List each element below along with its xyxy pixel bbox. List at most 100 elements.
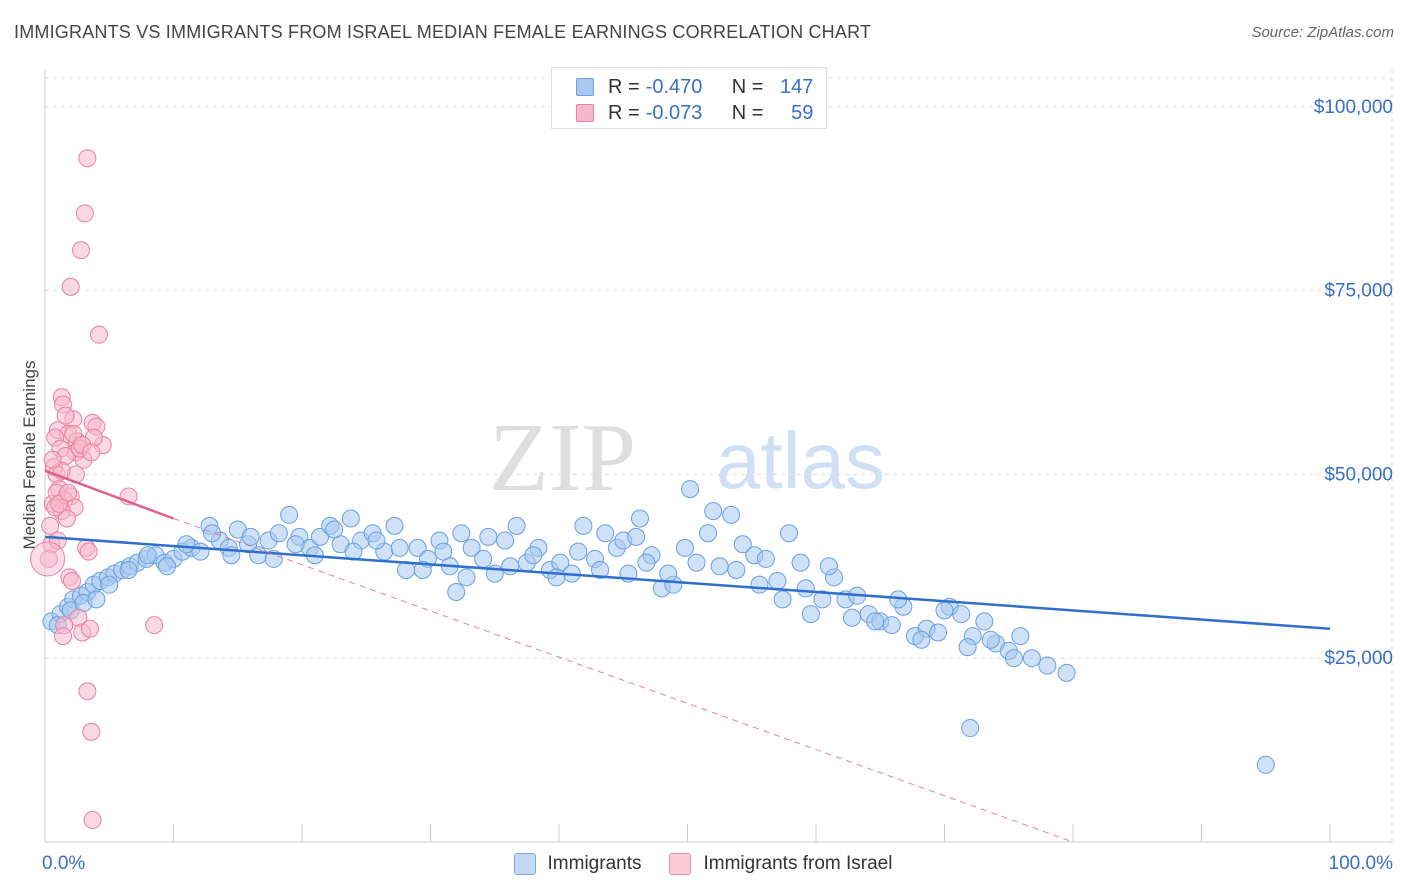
data-point-immigrants xyxy=(813,590,832,609)
data-point-immigrants xyxy=(1011,627,1030,646)
data-point-immigrants xyxy=(780,524,799,543)
legend-label-immigrants: Immigrants xyxy=(547,853,642,874)
legend-item-immigrants[interactable]: Immigrants xyxy=(513,853,642,875)
chart-title: IMMIGRANTS VS IMMIGRANTS FROM ISRAEL MED… xyxy=(14,22,872,42)
data-point-immigrants xyxy=(241,527,260,546)
data-point-immigrants xyxy=(385,516,404,535)
data-point-immigrants xyxy=(596,524,615,543)
series-legend: Immigrants Immigrants from Israel xyxy=(0,850,1406,878)
data-point-immigrants xyxy=(507,516,526,535)
data-point-immigrants xyxy=(341,509,360,528)
data-point-israel xyxy=(71,241,90,260)
data-point-immigrants xyxy=(119,560,138,579)
data-point-israel xyxy=(62,571,81,590)
data-point-immigrants xyxy=(367,531,386,550)
data-point-immigrants xyxy=(681,480,700,499)
data-point-immigrants xyxy=(158,557,177,576)
data-point-immigrants xyxy=(1022,649,1041,668)
data-point-immigrants xyxy=(773,590,792,609)
data-point-immigrants xyxy=(637,553,656,572)
data-point-israel xyxy=(75,204,94,223)
data-point-immigrants xyxy=(630,509,649,528)
data-point-israel xyxy=(89,325,108,344)
data-point-immigrants xyxy=(203,524,222,543)
data-point-israel xyxy=(56,406,75,425)
data-point-immigrants xyxy=(952,605,971,624)
data-point-immigrants xyxy=(390,538,409,557)
data-point-immigrants xyxy=(801,605,820,624)
data-point-immigrants xyxy=(627,527,646,546)
legend-swatch-immigrants xyxy=(513,853,536,875)
data-point-immigrants xyxy=(479,527,498,546)
data-point-israel xyxy=(43,450,62,469)
data-point-immigrants xyxy=(935,601,954,620)
legend-n-value: 59 xyxy=(791,101,814,124)
correlation-legend: R = -0.470 N = 147 R = -0.073 N = 59 xyxy=(551,67,827,129)
data-point-immigrants xyxy=(457,568,476,587)
legend-swatch-israel xyxy=(576,104,594,122)
data-point-immigrants xyxy=(842,608,861,627)
source-note: Source: ZipAtlas.com xyxy=(1251,24,1394,41)
legend-r-key: R = xyxy=(608,75,640,98)
trend-line-israel xyxy=(44,469,174,520)
legend-r-value: -0.470 xyxy=(645,75,703,98)
data-point-immigrants xyxy=(591,560,610,579)
data-point-immigrants xyxy=(447,583,466,602)
y-tick-label: $25,000 xyxy=(1324,648,1393,669)
legend-row-immigrants: R = -0.470 N = 147 xyxy=(576,75,813,99)
data-point-immigrants xyxy=(1004,649,1023,668)
data-point-immigrants xyxy=(704,502,723,521)
watermark: ZIP atlas xyxy=(489,404,885,512)
data-point-immigrants xyxy=(87,590,106,609)
data-point-immigrants xyxy=(177,535,196,554)
data-point-immigrants xyxy=(462,538,481,557)
data-point-israel xyxy=(82,443,101,462)
y-tick-label: $100,000 xyxy=(1314,97,1393,118)
data-point-israel xyxy=(61,277,80,296)
data-point-israel xyxy=(53,627,72,646)
watermark-zip: ZIP xyxy=(489,404,636,512)
data-point-immigrants xyxy=(727,560,746,579)
data-point-israel xyxy=(41,516,60,535)
legend-item-israel[interactable]: Immigrants from Israel xyxy=(669,853,892,875)
trend-line-israel-extension xyxy=(173,518,1074,843)
y-tick-label: $75,000 xyxy=(1324,281,1393,302)
data-point-immigrants xyxy=(866,612,885,631)
data-point-immigrants xyxy=(280,505,299,524)
data-point-immigrants xyxy=(1057,663,1076,682)
data-point-immigrants xyxy=(310,527,329,546)
data-point-immigrants xyxy=(501,557,520,576)
data-point-immigrants xyxy=(687,553,706,572)
data-point-immigrants xyxy=(768,571,787,590)
data-point-immigrants xyxy=(452,524,471,543)
data-point-immigrants xyxy=(961,719,980,738)
legend-n-key: N = xyxy=(731,101,764,124)
data-point-israel xyxy=(82,722,101,741)
data-point-immigrants xyxy=(269,524,288,543)
watermark-atlas: atlas xyxy=(716,416,885,505)
x-tick-label: 0.0% xyxy=(42,853,85,874)
data-point-israel xyxy=(57,509,76,528)
legend-row-israel: R = -0.073 N = 59 xyxy=(576,101,813,125)
data-point-immigrants xyxy=(819,557,838,576)
data-point-immigrants xyxy=(756,549,775,568)
data-point-immigrants xyxy=(1038,656,1057,675)
trend-line-immigrants xyxy=(44,535,1331,631)
data-point-israel xyxy=(59,483,78,502)
data-point-immigrants xyxy=(958,638,977,657)
legend-r-key: R = xyxy=(608,101,640,124)
data-point-immigrants xyxy=(791,553,810,572)
legend-label-israel: Immigrants from Israel xyxy=(703,853,893,874)
data-point-immigrants xyxy=(474,549,493,568)
data-point-immigrants xyxy=(496,531,515,550)
data-point-immigrants xyxy=(750,575,769,594)
tick-labels: $25,000 $50,000 $75,000 $100,000 0.0% 100.0% xyxy=(42,97,1393,874)
legend-n-key: N = xyxy=(731,75,764,98)
data-point-immigrants xyxy=(796,579,815,598)
data-point-immigrants xyxy=(1256,755,1275,774)
data-point-israel xyxy=(145,616,164,635)
data-point-israel xyxy=(80,619,99,638)
data-point-immigrants xyxy=(325,520,344,539)
data-point-israel xyxy=(78,682,97,701)
data-point-immigrants xyxy=(138,546,157,565)
